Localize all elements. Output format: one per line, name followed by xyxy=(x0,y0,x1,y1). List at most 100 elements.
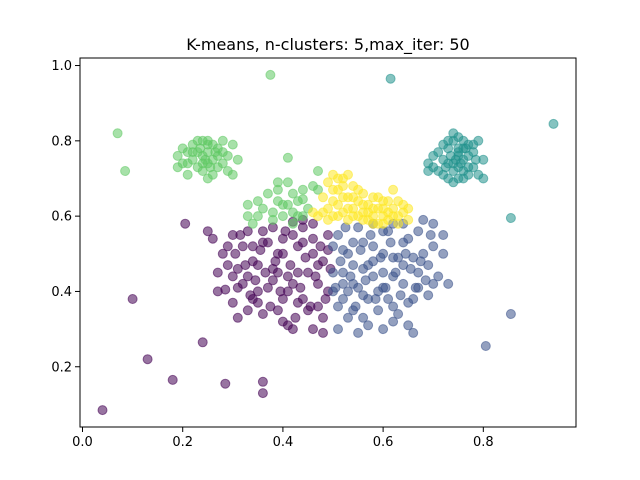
scatter-point-cluster-4-16 xyxy=(318,192,328,203)
scatter-point-cluster-3-70 xyxy=(272,177,283,188)
y-tick-label: 0.8 xyxy=(51,134,72,149)
scatter-point-cluster-0-73 xyxy=(287,324,298,335)
x-tick-label: 0.6 xyxy=(373,435,394,450)
scatter-point-cluster-1-71 xyxy=(438,230,449,240)
scatter-point-cluster-1-61 xyxy=(353,282,364,293)
scatter-point-cluster-3-32 xyxy=(202,173,213,184)
chart-title: K-means, n-clusters: 5,max_iter: 50 xyxy=(186,35,469,55)
scatter-point-cluster-0-70 xyxy=(232,263,243,274)
scatter-point-cluster-3-68 xyxy=(267,214,278,225)
scatter-point-cluster-1-84 xyxy=(348,305,359,316)
scatter-point-cluster-4-45 xyxy=(378,203,389,214)
scatter-point-cluster-4-57 xyxy=(403,203,414,214)
scatter-point-cluster-1-87 xyxy=(378,282,389,293)
scatter-point-cluster-1-1 xyxy=(333,230,343,240)
scatter-point-cluster-1-37 xyxy=(365,230,376,240)
scatter-point-cluster-1-5 xyxy=(353,222,364,233)
scatter-point-cluster-1-78 xyxy=(368,256,379,267)
scatter-point-cluster-3-42 xyxy=(265,69,276,80)
scatter-point-cluster-4-40 xyxy=(353,184,364,195)
scatter-point-cluster-3-33 xyxy=(232,154,243,165)
scatter-point-cluster-0-63 xyxy=(303,267,313,278)
scatter-point-cluster-3-47 xyxy=(287,188,298,199)
y-tick-label: 0.2 xyxy=(51,360,72,375)
scatter-point-cluster-1-28 xyxy=(343,312,353,323)
scatter-point-cluster-0-50 xyxy=(230,248,241,259)
scatter-point-cluster-0-68 xyxy=(252,260,263,271)
scatter-point-cluster-0-57 xyxy=(287,278,298,289)
scatter-point-cluster-1-69 xyxy=(433,271,444,282)
scatter-point-cluster-3-56 xyxy=(252,211,263,222)
scatter-point-cluster-1-64 xyxy=(383,294,394,304)
y-tick-label: 1.0 xyxy=(51,59,72,74)
x-tick-label: 0.4 xyxy=(273,435,294,450)
scatter-point-cluster-0-86 xyxy=(207,233,218,244)
scatter-point-cluster-0-2 xyxy=(142,354,153,365)
scatter-point-cluster-3-62 xyxy=(282,199,293,210)
scatter-point-cluster-1-31 xyxy=(335,256,346,267)
scatter-point-cluster-0-71 xyxy=(227,297,238,308)
scatter-point-cluster-4-59 xyxy=(333,173,343,184)
scatter-point-cluster-0-6 xyxy=(220,378,231,389)
scatter-point-cluster-2-47 xyxy=(548,118,559,129)
scatter-point-cluster-2-38 xyxy=(438,169,449,180)
scatter-point-cluster-0-38 xyxy=(290,312,301,323)
scatter-point-cluster-3-66 xyxy=(297,211,308,222)
scatter-point-cluster-1-72 xyxy=(428,218,439,229)
scatter-point-cluster-1-67 xyxy=(413,282,424,293)
scatter-point-cluster-4-50 xyxy=(338,181,348,191)
scatter-point-cluster-4-44 xyxy=(373,192,384,203)
scatter-point-cluster-4-58 xyxy=(343,169,353,180)
scatter-point-cluster-3-61 xyxy=(272,196,283,207)
scatter-point-cluster-0-11 xyxy=(227,271,238,282)
axes-frame xyxy=(79,57,577,428)
scatter-point-cluster-0-36 xyxy=(300,252,311,263)
scatter-point-cluster-0-76 xyxy=(308,218,318,229)
scatter-point-cluster-4-43 xyxy=(368,203,379,214)
scatter-point-cluster-3-52 xyxy=(287,207,298,218)
scatter-point-cluster-0-84 xyxy=(212,267,223,278)
scatter-point-cluster-0-54 xyxy=(257,226,268,237)
scatter-point-cluster-3-37 xyxy=(182,147,193,158)
scatter-point-cluster-1-50 xyxy=(408,327,419,338)
scatter-point-cluster-1-56 xyxy=(348,237,359,248)
scatter-point-cluster-2-35 xyxy=(453,173,464,184)
scatter-point-cluster-1-14 xyxy=(398,278,409,289)
scatter-point-cluster-1-77 xyxy=(378,248,389,259)
scatter-point-cluster-4-41 xyxy=(358,199,369,210)
scatter-point-cluster-0-0 xyxy=(97,405,108,416)
scatter-point-cluster-1-68 xyxy=(423,290,434,301)
scatter-point-cluster-0-89 xyxy=(297,237,308,248)
scatter-point-cluster-3-40 xyxy=(112,128,123,139)
scatter-point-cluster-1-25 xyxy=(378,324,389,335)
scatter-point-cluster-1-10 xyxy=(378,267,389,278)
scatter-point-cluster-1-22 xyxy=(413,226,424,237)
x-tick-label: 0.0 xyxy=(72,435,93,450)
scatter-point-cluster-2-36 xyxy=(448,128,459,139)
scatter-point-cluster-1-54 xyxy=(368,271,379,282)
scatter-point-cluster-3-55 xyxy=(257,203,268,214)
scatter-point-cluster-4-37 xyxy=(338,192,348,203)
scatter-point-cluster-4-34 xyxy=(323,214,333,225)
scatter-point-cluster-4-35 xyxy=(328,196,338,207)
scatter-point-cluster-1-85 xyxy=(358,237,369,248)
x-tick-label: 0.2 xyxy=(172,435,193,450)
scatter-point-cluster-0-56 xyxy=(277,248,288,259)
scatter-point-cluster-4-38 xyxy=(343,203,353,214)
scatter-point-cluster-3-64 xyxy=(313,184,323,195)
scatter-point-cluster-0-90 xyxy=(313,260,323,271)
scatter-point-cluster-2-40 xyxy=(443,135,454,146)
scatter-point-cluster-3-59 xyxy=(252,196,263,207)
scatter-point-cluster-1-74 xyxy=(408,252,419,263)
scatter-point-cluster-0-3 xyxy=(167,374,178,385)
scatter-point-cluster-3-35 xyxy=(172,162,183,173)
scatter-point-cluster-0-30 xyxy=(323,230,333,240)
scatter-point-cluster-2-42 xyxy=(453,143,464,154)
scatter-point-cluster-3-0 xyxy=(172,150,183,161)
scatter-point-cluster-0-53 xyxy=(247,294,258,304)
scatter-point-cluster-1-8 xyxy=(368,241,379,252)
scatter-point-cluster-1-55 xyxy=(358,263,369,274)
scatter-point-cluster-4-36 xyxy=(333,211,343,222)
scatter-point-cluster-1-66 xyxy=(403,297,414,308)
scatter-point-cluster-1-27 xyxy=(353,327,364,338)
